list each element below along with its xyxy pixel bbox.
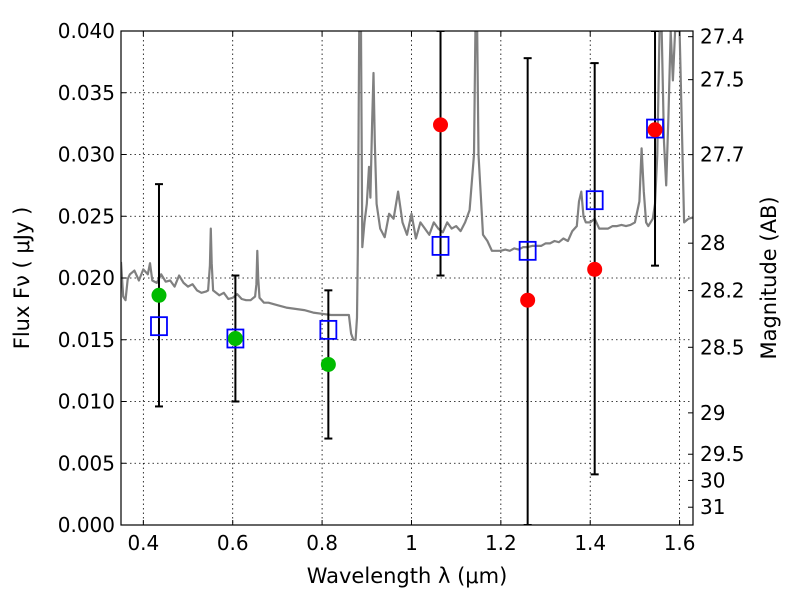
magnitude-tick-label: 28.5	[700, 335, 745, 359]
observed-flux-point	[433, 117, 449, 133]
magnitude-tick-label: 29.5	[700, 442, 745, 466]
y-axis-left: 0.000 0.005 0.010 0.015 0.020 0.025 0.030 0.035…	[58, 19, 126, 537]
y-axis-right: 27.4 27.5 27.7 28 28.2 28.5 29 29.530 31	[688, 25, 745, 519]
observed-flux-point	[647, 122, 663, 138]
model-photometry-square	[319, 319, 338, 340]
observed-flux-point	[227, 331, 243, 347]
x-axis: 0.4 0.6 0.8 1 1.2 1.4 1.6	[127, 31, 696, 555]
model-spectrum-line	[121, 31, 693, 341]
x-axis-label: Wavelength λ (μm)	[307, 564, 508, 588]
spectrum-layer	[121, 31, 693, 341]
magnitude-tick-label: 28.2	[700, 279, 745, 303]
magnitude-tick-label: 29	[700, 401, 725, 425]
model-photometry-square	[226, 328, 245, 349]
model-photometry-square	[150, 316, 168, 337]
model-photometry-square	[431, 235, 450, 256]
grid	[121, 31, 693, 525]
x-tick-label: 1.2	[485, 531, 517, 555]
x-tick-label: 0.8	[306, 531, 338, 555]
model-photometry-square	[646, 118, 664, 139]
magnitude-tick-label: 27.4	[700, 25, 745, 49]
y-tick-label: 0.010	[58, 390, 115, 414]
x-tick-label: 0.6	[217, 531, 249, 555]
observed-flux-point	[151, 287, 167, 303]
magnitude-tick-label: 31	[700, 495, 725, 519]
y-tick-label: 0.025	[58, 204, 115, 228]
y-tick-label: 0.005	[58, 451, 115, 475]
y-tick-label: 0.040	[58, 19, 115, 43]
magnitude-tick-label: 28	[700, 231, 725, 255]
model-photometry-square	[585, 190, 604, 211]
y-tick-label: 0.020	[58, 266, 115, 290]
x-tick-label: 1.4	[574, 531, 606, 555]
data-points	[150, 117, 664, 372]
observed-flux-point	[520, 292, 536, 308]
magnitude-tick-label: 27.5	[700, 68, 745, 92]
model-photometry-square	[518, 240, 537, 261]
observed-flux-point	[320, 356, 336, 372]
observed-flux-point	[587, 261, 603, 277]
y-tick-label: 0.015	[58, 328, 115, 352]
magnitude-tick-label: 27.7	[700, 143, 745, 167]
magnitude-tick-label: 30	[700, 468, 725, 492]
x-tick-label: 1.6	[664, 531, 696, 555]
y-axis-label-left: Flux Fν ( μJy )	[10, 207, 34, 350]
y-tick-label: 0.035	[58, 81, 115, 105]
y-axis-label-right: Magnitude (AB)	[757, 196, 781, 359]
y-tick-label: 0.030	[58, 143, 115, 167]
error-bars	[154, 31, 660, 525]
x-tick-label: 0.4	[127, 531, 159, 555]
x-tick-label: 1	[405, 531, 418, 555]
y-tick-label: 0.000	[58, 513, 115, 537]
